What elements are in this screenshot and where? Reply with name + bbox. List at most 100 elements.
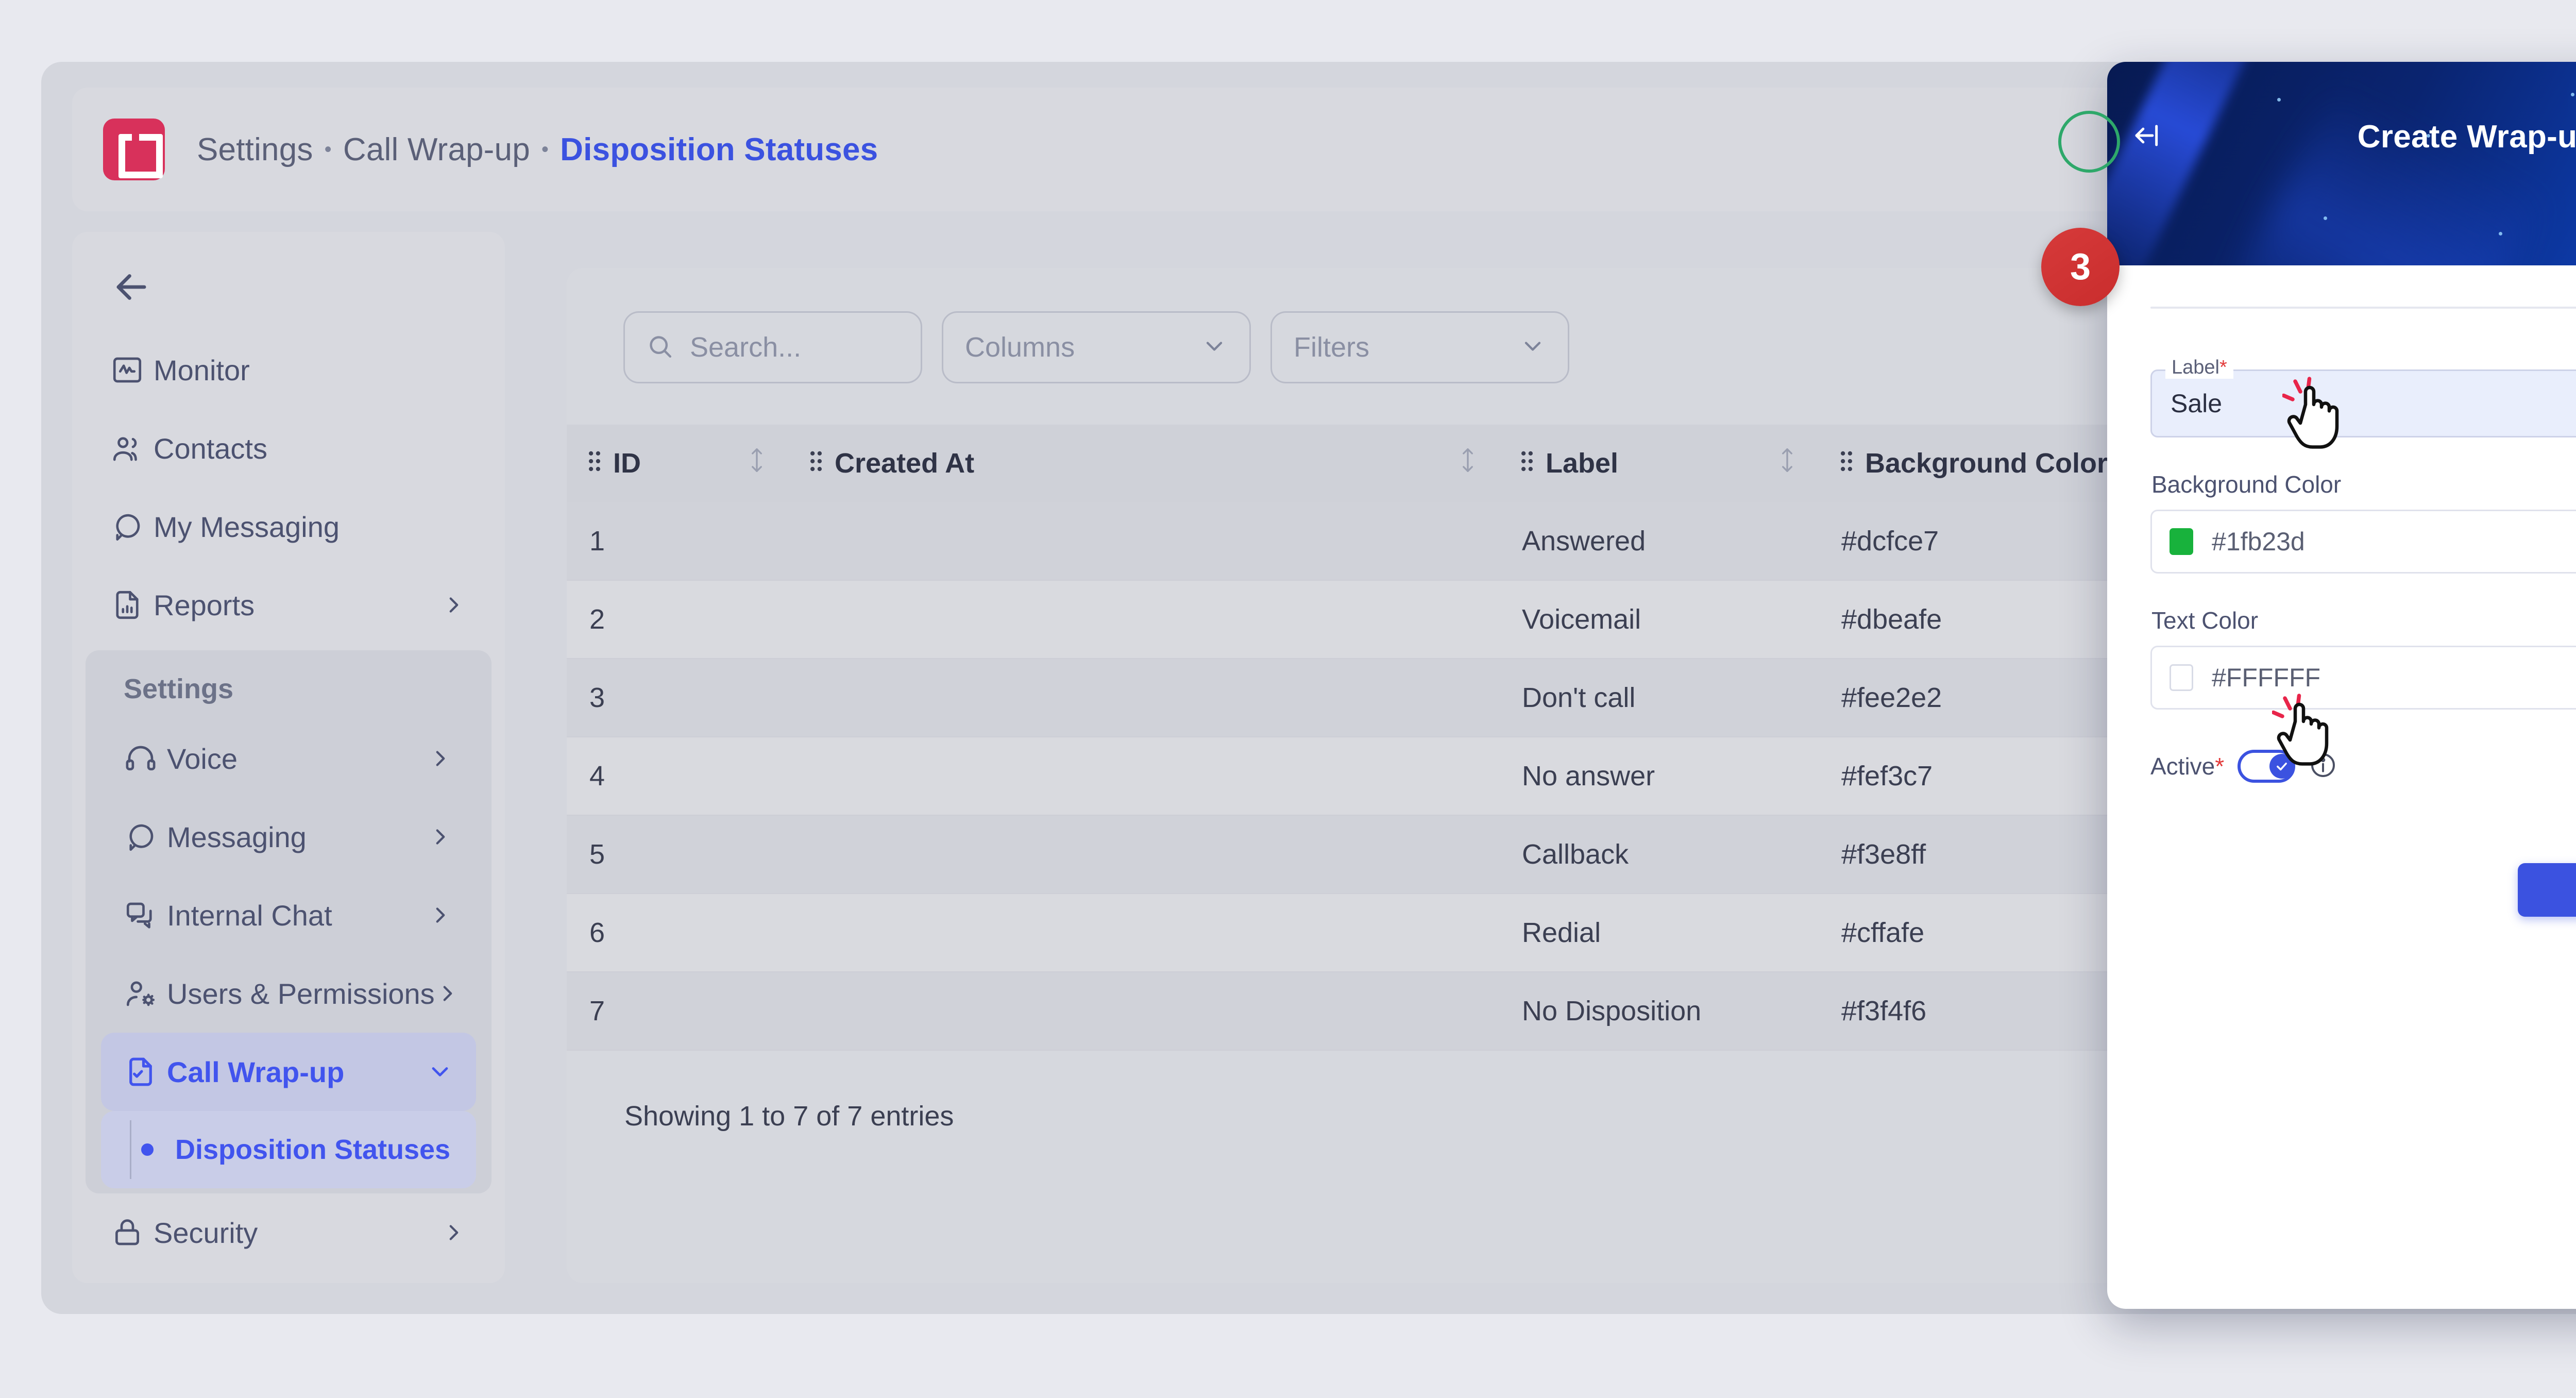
active-dot-icon: [141, 1143, 154, 1156]
sidebar-item-label: Voice: [167, 742, 238, 775]
drag-handle-icon[interactable]: [809, 447, 823, 479]
table-footer-count: Showing 1 to 7 of 7 entries: [624, 1101, 954, 1132]
cell-label: No answer: [1499, 737, 1819, 816]
chevron-down-icon: [427, 1058, 453, 1085]
cell-created-at: [788, 815, 1499, 894]
panel-hero: Create Wrap-up Status Allow Side-by-side…: [2107, 62, 2576, 265]
chat-bubble-icon: [110, 510, 154, 544]
active-toggle[interactable]: [2238, 750, 2296, 783]
columns-dropdown[interactable]: Columns: [942, 311, 1251, 383]
drag-handle-icon[interactable]: [587, 447, 602, 479]
contacts-icon: [110, 431, 154, 465]
sidebar-item-internal-chat[interactable]: Internal Chat: [101, 876, 476, 954]
sidebar-item-contacts[interactable]: Contacts: [88, 409, 489, 487]
chevron-right-icon: [441, 592, 467, 618]
cell-id: 3: [567, 659, 788, 737]
breadcrumb-separator-icon: •: [541, 138, 549, 161]
table-row[interactable]: 3 Don't call #fee2e2 #991b1b: [567, 659, 2576, 737]
sidebar-item-monitor[interactable]: Monitor: [88, 331, 489, 409]
label-field-legend: Label*: [2165, 357, 2233, 379]
panel-actions: Create: [2150, 819, 2576, 917]
table-header-label: Created At: [835, 448, 975, 479]
chat-bubble-icon: [124, 820, 167, 854]
status-ring-icon: [2058, 111, 2120, 173]
sort-icon[interactable]: [748, 447, 766, 480]
breadcrumb-item-settings[interactable]: Settings: [197, 131, 313, 167]
sidebar-item-label: Internal Chat: [167, 899, 332, 932]
sidebar-item-my-messaging[interactable]: My Messaging: [88, 487, 489, 566]
chevron-down-icon: [1519, 333, 1546, 362]
cell-created-at: [788, 972, 1499, 1051]
sidebar-item-voice[interactable]: Voice: [101, 719, 476, 798]
active-toggle-row: Active*: [2150, 750, 2576, 783]
table-header-label: ID: [613, 448, 641, 479]
panel-collapse-left-icon[interactable]: [2130, 120, 2162, 154]
hero-dot-decor: [2277, 98, 2281, 102]
text-color-value: #FFFFFF: [2212, 663, 2321, 692]
sidebar-subitem-disposition-statuses[interactable]: Disposition Statuses: [101, 1111, 476, 1188]
filters-label: Filters: [1294, 332, 1369, 363]
cell-label: Callback: [1499, 815, 1819, 894]
info-icon[interactable]: [2309, 751, 2337, 782]
step-badge: 3: [2041, 228, 2120, 306]
sidebar-item-security[interactable]: Security: [88, 1193, 489, 1272]
cell-label: Answered: [1499, 502, 1819, 581]
arrow-left-icon: [116, 274, 146, 300]
sidebar-item-label: Security: [154, 1216, 258, 1249]
sort-icon[interactable]: [1778, 447, 1796, 480]
table-header-label: Label: [1546, 448, 1619, 479]
brand-logo-icon: [103, 119, 165, 180]
chat-multi-icon: [124, 898, 167, 932]
label-input-value: Sale: [2171, 389, 2223, 418]
background-color-input[interactable]: #1fb23d: [2150, 510, 2576, 574]
sidebar-item-users-permissions[interactable]: Users & Permissions: [101, 954, 476, 1033]
sidebar-item-messaging[interactable]: Messaging: [101, 798, 476, 876]
filters-dropdown[interactable]: Filters: [1270, 311, 1569, 383]
hero-dot-decor: [2499, 232, 2502, 235]
active-label: Active*: [2150, 753, 2225, 780]
sidebar-item-label: Reports: [154, 588, 255, 621]
sidebar: Monitor Contacts My Messaging: [72, 232, 505, 1283]
sidebar-back-button[interactable]: [109, 264, 156, 310]
panel-title: Create Wrap-up Status: [2357, 119, 2576, 155]
background-color-value: #1fb23d: [2212, 527, 2305, 556]
table-header-id[interactable]: ID: [567, 425, 788, 502]
breadcrumb-item-call-wrap-up[interactable]: Call Wrap-up: [343, 131, 530, 167]
sidebar-item-reports[interactable]: Reports: [88, 566, 489, 644]
cell-created-at: [788, 659, 1499, 737]
subitem-rail: [130, 1120, 131, 1179]
create-button[interactable]: Create: [2518, 863, 2576, 917]
table-header-label-col[interactable]: Label: [1499, 425, 1819, 502]
color-swatch-icon[interactable]: [2170, 528, 2193, 555]
text-color-input[interactable]: #FFFFFF: [2150, 646, 2576, 710]
table-header-created-at[interactable]: Created At: [788, 425, 1499, 502]
sort-icon[interactable]: [1459, 447, 1477, 480]
headset-icon: [124, 742, 167, 776]
cell-label: Voicemail: [1499, 580, 1819, 659]
hero-dot-decor: [2427, 134, 2430, 138]
table-toolbar: Search... Columns Filters: [567, 268, 2576, 383]
hero-dot-decor: [2571, 93, 2574, 96]
cell-id: 1: [567, 502, 788, 581]
cell-created-at: [788, 502, 1499, 581]
label-input[interactable]: Label* Sale: [2150, 357, 2576, 437]
columns-label: Columns: [965, 332, 1075, 363]
chevron-right-icon: [435, 981, 461, 1006]
breadcrumb-item-disposition-statuses[interactable]: Disposition Statuses: [560, 131, 878, 167]
sidebar-item-label: Monitor: [154, 353, 250, 386]
search-input[interactable]: Search...: [623, 311, 922, 383]
drag-handle-icon[interactable]: [1839, 447, 1854, 479]
drag-handle-icon[interactable]: [1520, 447, 1534, 479]
chevron-right-icon: [428, 824, 453, 850]
lock-icon: [110, 1216, 154, 1250]
check-icon: [2277, 763, 2287, 771]
cell-id: 4: [567, 737, 788, 816]
sidebar-item-call-wrap-up[interactable]: Call Wrap-up: [101, 1033, 476, 1111]
panel-divider: [2150, 307, 2576, 309]
sidebar-section-label: Settings: [124, 673, 234, 704]
color-swatch-icon[interactable]: [2170, 664, 2193, 691]
cell-label: No Disposition: [1499, 972, 1819, 1051]
cell-created-at: [788, 894, 1499, 972]
chevron-right-icon: [428, 746, 453, 771]
search-placeholder: Search...: [690, 332, 802, 363]
